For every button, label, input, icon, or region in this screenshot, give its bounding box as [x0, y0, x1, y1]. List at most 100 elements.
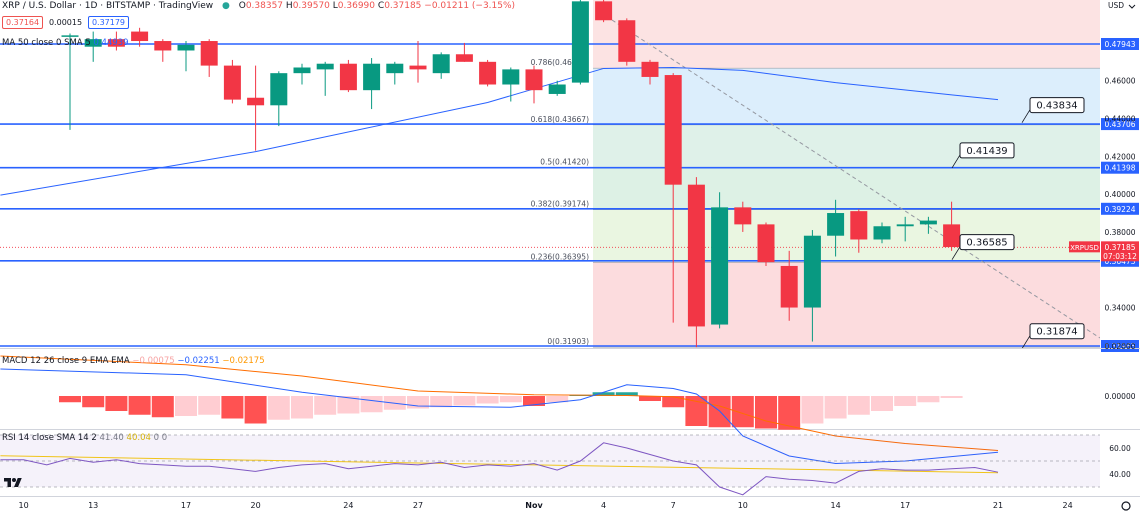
- callout-pointer: [1021, 109, 1031, 123]
- price-tick-label: 0.42000: [1104, 152, 1135, 161]
- sell-button[interactable]: 0.37164: [2, 16, 44, 29]
- candle-body: [595, 1, 613, 21]
- candle-body: [641, 61, 659, 77]
- candle-body: [293, 67, 311, 74]
- macd-histogram-bar: [267, 396, 290, 420]
- time-tick-label: 14: [831, 501, 841, 510]
- macd-histogram-bar: [430, 396, 453, 408]
- level-price-label: 0.39224: [1104, 205, 1135, 214]
- candle-body: [943, 224, 961, 248]
- candle-body: [223, 65, 241, 100]
- level-price-tag: [1101, 161, 1139, 174]
- fib-level-label: 0.236(0.36395): [531, 252, 589, 261]
- ohlc-close: 0.37185: [384, 1, 422, 11]
- macd-signal-value: −0.02175: [222, 356, 265, 366]
- tradingview-logo-icon[interactable]: [4, 476, 22, 490]
- candle-body: [803, 235, 821, 308]
- candle-body: [386, 63, 404, 74]
- callout-text: 0.31874: [1036, 327, 1077, 338]
- macd-histogram-bar: [871, 396, 893, 411]
- time-tick-label: Nov: [525, 501, 543, 510]
- ma50-line: [0, 66, 999, 196]
- candle-body: [339, 63, 357, 91]
- fib-zone: [593, 209, 1100, 263]
- callout-box: [1029, 323, 1085, 340]
- symbol-tag: [1069, 241, 1100, 253]
- time-tick-label: 4: [601, 501, 606, 510]
- candle-body: [919, 220, 937, 225]
- symbol-title[interactable]: XRP / U.S. Dollar · 1D · BITSTAMP · Trad…: [2, 1, 214, 11]
- macd-hist-value: −0.00075: [132, 356, 175, 366]
- macd-histogram-bar: [105, 396, 128, 411]
- candle-body: [525, 69, 543, 91]
- spread-value: 0.00015: [48, 18, 83, 27]
- candle-body: [780, 265, 798, 308]
- rsi-sma-value: 40.04: [126, 433, 151, 443]
- macd-histogram-bar: [499, 396, 522, 403]
- candle-body: [107, 39, 125, 47]
- candle-body: [409, 65, 427, 70]
- fib-level-label: 0.786(0.46664): [531, 58, 589, 67]
- trendline-dashed: [611, 19, 1101, 339]
- macd-histogram-bar: [291, 396, 313, 419]
- macd-histogram-bar: [546, 396, 569, 403]
- macd-histogram-bar: [685, 396, 708, 426]
- ohlc-low-label: L: [332, 1, 338, 11]
- candle-body: [61, 35, 79, 37]
- level-price-tag: [1101, 118, 1139, 131]
- macd-histogram-bar: [151, 396, 174, 418]
- macd-histogram-bar: [894, 396, 917, 406]
- rsi-axis-label: 60.00: [1109, 444, 1131, 453]
- macd-histogram-bar: [847, 396, 870, 415]
- macd-legend[interactable]: MACD 12 26 close 9 EMA EMA −0.00075 −0.0…: [2, 356, 265, 366]
- level-price-label: 0.47943: [1104, 40, 1135, 49]
- candle-body: [270, 73, 288, 106]
- level-price-label: 0.41398: [1104, 164, 1135, 173]
- macd-histogram-bar: [824, 396, 847, 419]
- callout-box: [1029, 97, 1085, 114]
- ohlc-low: 0.36990: [337, 1, 376, 11]
- rsi-label: RSI 14 close SMA 14 2: [2, 433, 97, 443]
- price-tick-label: 0.46000: [1104, 77, 1135, 86]
- fib-level-label: 0.5(0.41420): [540, 157, 589, 166]
- candle-body: [548, 84, 566, 94]
- macd-histogram-bar: [407, 396, 429, 409]
- ohlc-open: 0.38357: [245, 1, 284, 11]
- candle-body: [479, 61, 497, 85]
- candle-body: [84, 39, 102, 47]
- macd-histogram-bar: [337, 396, 360, 414]
- macd-axis-label: 0.02000: [1104, 342, 1135, 351]
- macd-histogram-bar: [82, 396, 105, 408]
- candle-body: [664, 75, 682, 185]
- macd-histogram-bar: [59, 396, 81, 403]
- macd-line-value: −0.02251: [177, 356, 220, 366]
- callout-text: 0.36585: [966, 238, 1007, 249]
- macd-histogram-bar: [592, 392, 615, 396]
- rsi-line: [0, 442, 999, 496]
- time-tick-label: 21: [993, 501, 1003, 510]
- current-price-countdown: 07:03:12: [1103, 252, 1137, 261]
- ma-legend[interactable]: MA 50 close 0 SMA 5 0.44939: [2, 38, 129, 48]
- time-tick-label: 13: [88, 501, 98, 510]
- macd-line: [0, 368, 999, 465]
- rsi-legend[interactable]: RSI 14 close SMA 14 2 41.40 40.04 0 0: [2, 433, 167, 443]
- ohlc-high: 0.39570: [292, 1, 330, 11]
- rsi-extra-values: 0 0: [153, 433, 168, 443]
- price-tick-label: 0.34000: [1104, 304, 1135, 313]
- ohlc-values: O0.38357 H0.39570 L0.36990 C0.37185 −0.0…: [239, 1, 515, 11]
- level-price-label: 0.31965: [1104, 342, 1135, 351]
- macd-histogram-bar: [755, 396, 777, 429]
- time-tick-label: 27: [413, 501, 423, 510]
- candle-body: [432, 54, 450, 74]
- ohlc-change: −0.01211 (−3.15%): [424, 1, 516, 11]
- ohlc-high-label: H: [285, 1, 293, 11]
- time-tick-label: 20: [251, 501, 261, 510]
- candle-body: [757, 224, 775, 263]
- callout-pointer: [951, 246, 961, 260]
- buy-button[interactable]: 0.37179: [87, 16, 130, 29]
- candle-body: [827, 213, 845, 236]
- currency-dropdown-icon: [1128, 4, 1136, 9]
- macd-histogram-bar: [615, 392, 638, 396]
